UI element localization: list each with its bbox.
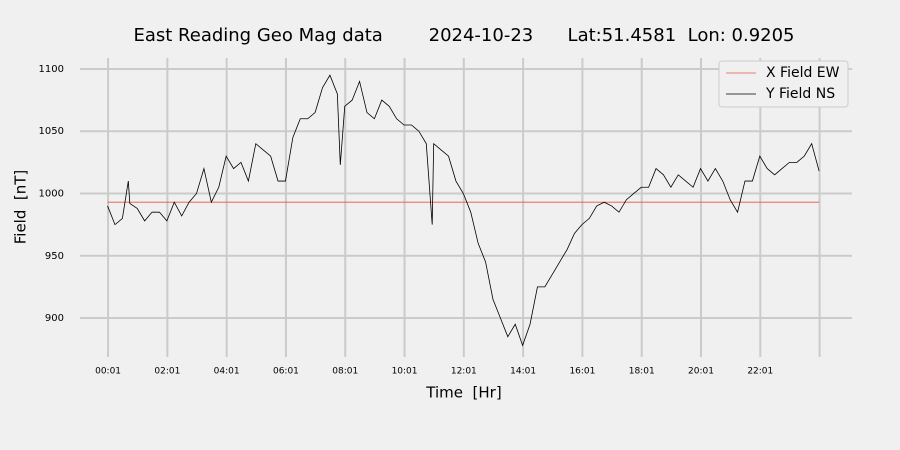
x-tick-label: 04:01 [214, 367, 240, 377]
x-tick-label: 08:01 [332, 367, 358, 377]
legend-box [718, 60, 849, 108]
y-tick-label: 950 [45, 251, 64, 262]
x-axis-label: Time [Hr] [425, 384, 501, 402]
x-tick-label: 06:01 [273, 367, 299, 377]
x-tick-label: 10:01 [392, 367, 418, 377]
data-line [107, 74, 820, 347]
x-tick-label: 20:01 [688, 367, 714, 377]
legend-label: Y Field NS [765, 86, 835, 102]
x-tick-label: 00:01 [95, 367, 121, 377]
y-tick-label: 900 [45, 313, 64, 324]
x-tick-label: 18:01 [629, 367, 655, 377]
x-tick-label: 14:01 [510, 367, 536, 377]
y-tick-label: 1000 [39, 188, 64, 199]
legend-label: X Field EW [766, 65, 840, 81]
x-tick-label: 16:01 [569, 367, 595, 377]
x-tick-label: 12:01 [451, 367, 477, 377]
x-tick-label: 02:01 [154, 367, 180, 377]
y-tick-label: 1050 [39, 126, 64, 137]
y-tick-label: 1100 [39, 64, 64, 75]
x-tick-label: 22:01 [747, 367, 773, 377]
y-axis-label: Field [nT] [12, 170, 30, 245]
chart-title: East Reading Geo Mag data 2024-10-23 Lat… [133, 25, 794, 46]
